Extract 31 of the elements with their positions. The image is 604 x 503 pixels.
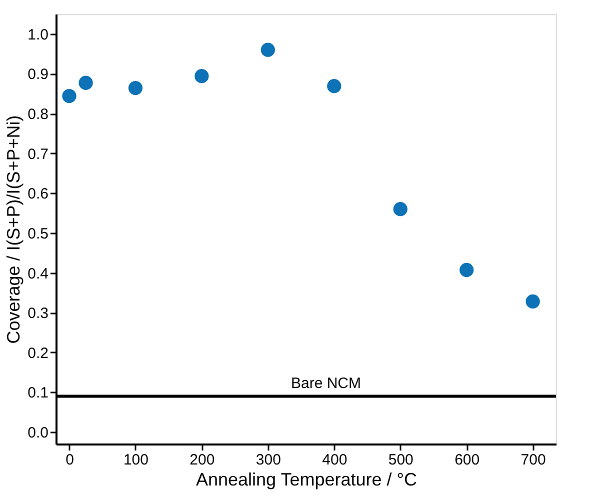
point bbox=[260, 42, 275, 57]
x-tick-label: 400 bbox=[322, 452, 348, 468]
x-tick-label: 500 bbox=[388, 452, 414, 468]
point bbox=[327, 79, 342, 94]
point bbox=[194, 69, 209, 84]
y-tick-label: 0.4 bbox=[28, 265, 48, 282]
x-tick-label: 100 bbox=[123, 452, 148, 468]
y-tick-label: 0.6 bbox=[28, 186, 48, 203]
y-axis-title: Coverage / I(S+P)/I(S+P+Ni) bbox=[4, 115, 24, 344]
y-tick-label: 0.5 bbox=[28, 225, 48, 242]
x-tick-label: 300 bbox=[256, 452, 281, 468]
ref-line-label: Bare NCM bbox=[290, 375, 362, 392]
x-tick-label: 600 bbox=[454, 452, 480, 468]
y-tick-label: 0.7 bbox=[28, 146, 48, 163]
y-tick-label: 0.0 bbox=[28, 424, 48, 442]
y-tick-label: 0.3 bbox=[28, 305, 48, 322]
point bbox=[526, 294, 540, 309]
x-axis-title: Annealing Temperature / °C bbox=[196, 470, 417, 490]
x-tick-label: 200 bbox=[190, 452, 215, 468]
y-tick-label: 0.1 bbox=[28, 384, 48, 402]
x-tick-label: 0 bbox=[66, 452, 74, 468]
y-tick-label: 1.0 bbox=[28, 26, 48, 44]
point bbox=[78, 76, 93, 90]
x-tick-label: 700 bbox=[520, 452, 546, 468]
y-tick-label: 0.9 bbox=[28, 66, 48, 84]
point bbox=[393, 202, 408, 216]
point bbox=[460, 262, 474, 278]
point bbox=[62, 88, 76, 104]
y-tick-label: 0.2 bbox=[28, 344, 48, 362]
y-tick-label: 0.8 bbox=[28, 106, 48, 124]
point bbox=[128, 81, 143, 96]
